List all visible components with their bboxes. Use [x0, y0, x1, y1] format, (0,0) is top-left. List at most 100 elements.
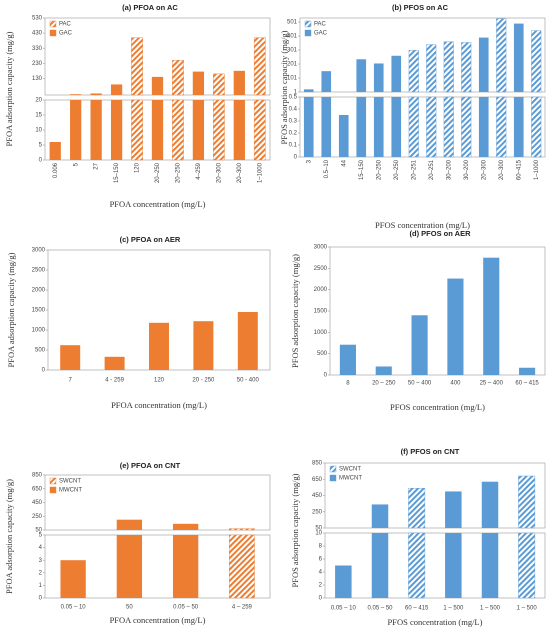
y-tick-label: 0.5 [289, 95, 298, 101]
bar [237, 312, 258, 370]
y-tick-label: 0 [319, 596, 323, 602]
legend-label: GAC [59, 31, 73, 37]
x-tick-label: 20–250 [376, 159, 382, 180]
chart-title: (f) PFOS on CNT [401, 447, 460, 456]
bar [60, 345, 81, 370]
x-tick-label: 400 [450, 381, 461, 387]
x-tick-label: 20–300 [481, 159, 487, 180]
x-tick-label: 20–300 [216, 162, 222, 183]
x-tick-label: 120 [154, 378, 165, 384]
x-tick-label: 50 - 400 [237, 378, 260, 384]
bar-segment [443, 41, 454, 93]
bar-segment [104, 356, 125, 370]
x-tick-label: 60 – 415 [515, 381, 539, 387]
y-tick-label: 4 [319, 570, 323, 576]
bar-segment [335, 565, 352, 598]
y-tick-label: 0.2 [289, 131, 298, 137]
y-tick-label: 50 [35, 528, 42, 534]
bar-segment [303, 97, 314, 157]
bar-segment [445, 491, 462, 528]
bar-segment [481, 533, 499, 598]
bar-segment [356, 59, 367, 92]
y-axis-label: PFOS adsorption capacity (mg/g) [290, 473, 300, 587]
x-tick-label: 8 [346, 381, 350, 387]
x-tick-label: 20–300 [237, 162, 243, 183]
x-tick-label: 1 – 500 [443, 606, 464, 612]
bar [408, 487, 426, 599]
bar [338, 115, 349, 157]
bar-segment [303, 89, 314, 92]
bar-segment [513, 23, 524, 93]
bar-segment [518, 475, 536, 529]
bar [426, 44, 437, 158]
bar-segment [408, 49, 419, 93]
legend-label: PAC [59, 22, 72, 28]
bar-segment [233, 70, 245, 95]
x-tick-label: 50 – 400 [408, 381, 432, 387]
x-tick-label: 1–1000 [534, 159, 540, 180]
bar-segment [70, 94, 82, 95]
bar [104, 356, 125, 370]
bar-segment [229, 528, 255, 531]
bar [339, 344, 356, 375]
x-tick-label: 4 – 259 [232, 605, 253, 611]
bar-segment [371, 533, 389, 598]
bar [519, 367, 536, 375]
y-tick-label: 850 [312, 461, 323, 467]
bar-segment [321, 71, 332, 92]
bar-segment [391, 97, 402, 157]
legend-label: SWCNT [339, 467, 361, 473]
bar-segment [371, 504, 389, 528]
bar-segment [408, 96, 419, 158]
x-tick-label: 20 – 250 [372, 381, 396, 387]
bar [116, 519, 143, 598]
y-axis-label: PFOS adsorption capacity (mg/g) [279, 30, 289, 144]
bar-segment [496, 96, 507, 158]
bar-segment [60, 560, 86, 598]
chart-title: (c) PFOA on AER [120, 235, 181, 244]
bar-segment [110, 100, 123, 160]
bar-segment [478, 97, 489, 157]
y-tick-label: 0 [324, 373, 328, 379]
legend-swatch [304, 29, 312, 37]
bar-segment [447, 278, 464, 375]
bar [213, 73, 225, 161]
x-tick-label: 3 [306, 159, 312, 163]
bar [151, 76, 164, 160]
y-tick-label: 15 [35, 113, 42, 119]
bar-segment [213, 99, 225, 161]
y-tick-label: 850 [32, 473, 43, 479]
x-tick-label: 60 – 415 [405, 606, 429, 612]
y-tick-label: 650 [32, 486, 43, 492]
legend-swatch [49, 486, 57, 494]
x-tick-label: 7 [69, 378, 73, 384]
bar-segment [192, 100, 205, 160]
bar-segment [131, 99, 143, 161]
x-axis-label: PFOS concentration (mg/L) [390, 402, 485, 412]
bar [483, 257, 500, 375]
y-tick-label: 0.1 [289, 143, 298, 149]
x-tick-label: 20–250 [176, 162, 182, 183]
bar [192, 71, 205, 160]
y-tick-label: 2 [39, 570, 43, 576]
y-tick-label: 500 [35, 348, 46, 354]
y-tick-label: 450 [312, 493, 323, 499]
x-tick-label: 44 [341, 159, 347, 166]
x-tick-label: 15–150 [114, 162, 120, 183]
bar-segment [531, 96, 542, 158]
bar [371, 504, 389, 598]
legend-label: MWCNT [59, 488, 82, 494]
y-tick-label: 201 [287, 62, 298, 68]
y-tick-label: 50 [315, 526, 322, 532]
bar-segment [172, 535, 199, 598]
legend-swatch [49, 29, 57, 37]
y-tick-label: 301 [287, 48, 298, 54]
y-tick-label: 8 [319, 544, 323, 550]
y-tick-label: 5 [39, 143, 43, 149]
y-tick-label: 2 [319, 583, 323, 589]
bar [461, 42, 472, 158]
bar-segment [426, 96, 437, 158]
bar-segment [151, 100, 164, 160]
y-tick-label: 10 [315, 531, 322, 537]
